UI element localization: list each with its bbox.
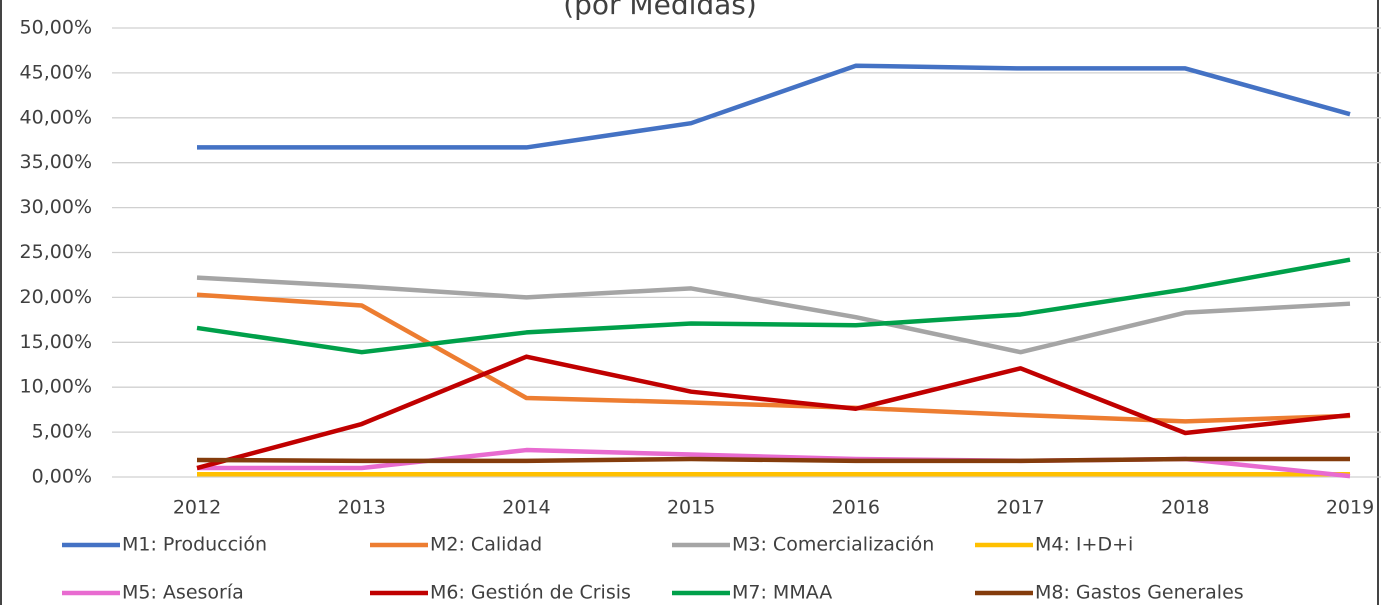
x-tick-label: 2015: [667, 497, 715, 519]
y-tick-label: 15,00%: [20, 331, 92, 353]
x-tick-label: 2019: [1326, 497, 1374, 519]
y-tick-label: 5,00%: [32, 421, 92, 443]
y-tick-label: 20,00%: [20, 286, 92, 308]
legend-label: M5: Asesoría: [122, 582, 244, 604]
x-tick-label: 2012: [173, 497, 221, 519]
y-tick-label: 35,00%: [20, 151, 92, 173]
legend-label: M6: Gestión de Crisis: [430, 582, 631, 604]
y-tick-label: 0,00%: [32, 466, 92, 488]
y-tick-label: 10,00%: [20, 376, 92, 398]
chart-title: (por Medidas): [563, 0, 757, 21]
legend-label: M1: Producción: [122, 534, 267, 556]
x-tick-label: 2014: [502, 497, 550, 519]
y-tick-label: 30,00%: [20, 196, 92, 218]
legend-label: M4: I+D+i: [1035, 534, 1133, 556]
y-tick-label: 40,00%: [20, 106, 92, 128]
y-tick-label: 50,00%: [20, 17, 92, 39]
series-line: [197, 63, 1351, 150]
x-tick-label: 2017: [996, 497, 1044, 519]
y-tick-label: 45,00%: [20, 61, 92, 83]
legend-label: M2: Calidad: [430, 534, 542, 556]
series-line: [196, 257, 1351, 355]
legend-label: M8: Gastos Generales: [1035, 582, 1244, 604]
legend-label: M3: Comercialización: [732, 534, 934, 556]
series-line: [196, 354, 1351, 471]
x-tick-label: 2018: [1161, 497, 1209, 519]
y-tick-label: 25,00%: [20, 241, 92, 263]
x-tick-label: 2013: [338, 497, 386, 519]
series-line: [196, 456, 1350, 464]
legend-label: M7: MMAA: [732, 582, 832, 604]
series-line: [196, 275, 1351, 355]
x-tick-label: 2016: [832, 497, 880, 519]
